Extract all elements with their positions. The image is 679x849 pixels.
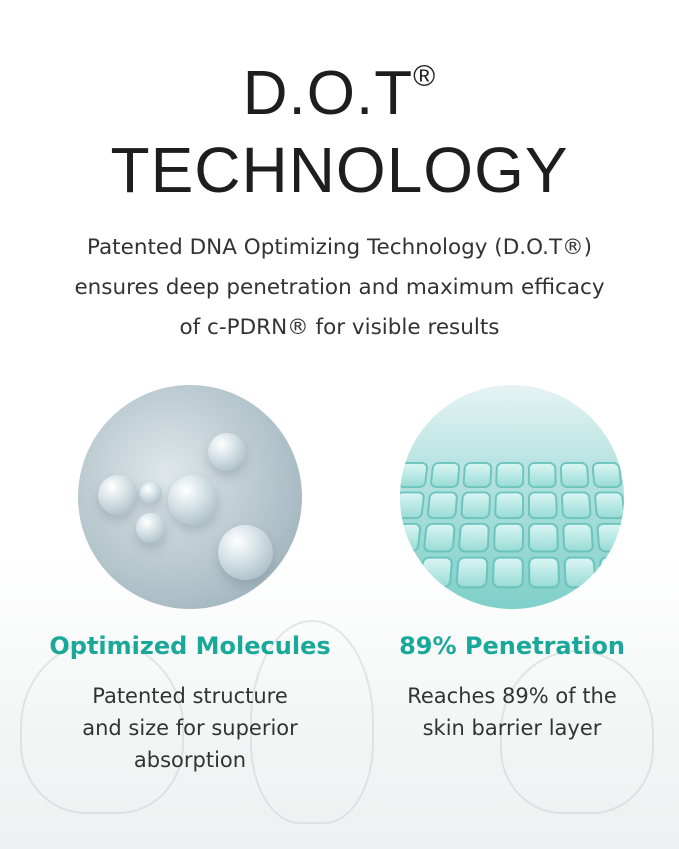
cell xyxy=(563,556,597,589)
subtitle-line: of c-PDRN® for visible results xyxy=(179,315,500,340)
cell xyxy=(426,491,459,520)
molecule-image xyxy=(78,385,302,609)
cell xyxy=(400,491,426,520)
cell xyxy=(495,462,525,488)
cell xyxy=(492,522,524,553)
cell xyxy=(422,522,456,553)
feature-body-penetration: Reaches 89% of the skin barrier layer xyxy=(352,680,672,744)
feature-body-line: Reaches 89% of the xyxy=(407,684,617,708)
cell-grid-image xyxy=(400,385,624,609)
feature-body-line: absorption xyxy=(133,748,247,772)
cell xyxy=(562,522,595,553)
cell xyxy=(598,556,624,589)
feature-title-molecules: Optimized Molecules xyxy=(49,632,331,660)
cell xyxy=(623,462,624,488)
cell xyxy=(455,556,489,589)
flask-outline xyxy=(20,640,184,814)
cell xyxy=(400,556,418,589)
cell xyxy=(527,491,558,520)
cell xyxy=(593,491,624,520)
cell xyxy=(429,462,461,488)
molecule-atom xyxy=(208,433,246,471)
title-line-2: TECHNOLOGY xyxy=(110,134,569,206)
cell xyxy=(528,556,561,589)
lab-glassware-background xyxy=(0,560,679,849)
cell xyxy=(494,491,525,520)
cell xyxy=(591,462,623,488)
cell xyxy=(596,522,624,553)
cell xyxy=(491,556,524,589)
cell xyxy=(559,462,590,488)
feature-body-line: and size for superior xyxy=(82,716,298,740)
molecule-atom xyxy=(136,513,166,543)
flask-outline xyxy=(500,650,654,814)
cell xyxy=(460,491,492,520)
cell xyxy=(418,556,454,589)
cell xyxy=(527,462,557,488)
title-line-1: D.O.T® xyxy=(0,58,679,129)
cell xyxy=(400,522,422,553)
molecule-atom xyxy=(140,482,162,504)
flask-outline xyxy=(250,620,374,824)
feature-body-line: Patented structure xyxy=(92,684,288,708)
subtitle-line: Patented DNA Optimizing Technology (D.O.… xyxy=(87,235,592,260)
registered-mark: ® xyxy=(413,60,437,93)
molecule-atom xyxy=(168,475,218,525)
cell xyxy=(462,462,493,488)
subtitle-line: ensures deep penetration and maximum eff… xyxy=(74,275,605,300)
molecule-atom xyxy=(218,525,273,580)
feature-body-molecules: Patented structure and size for superior… xyxy=(30,680,350,776)
cell xyxy=(528,522,560,553)
cell xyxy=(400,462,429,488)
title-text: D.O.T xyxy=(242,59,414,128)
cell xyxy=(457,522,490,553)
cell-grid xyxy=(400,462,624,589)
cell xyxy=(560,491,592,520)
feature-body-line: skin barrier layer xyxy=(422,716,602,740)
feature-title-penetration: 89% Penetration xyxy=(399,632,625,660)
subtitle: Patented DNA Optimizing Technology (D.O.… xyxy=(0,228,679,348)
molecule-atom xyxy=(98,475,138,515)
